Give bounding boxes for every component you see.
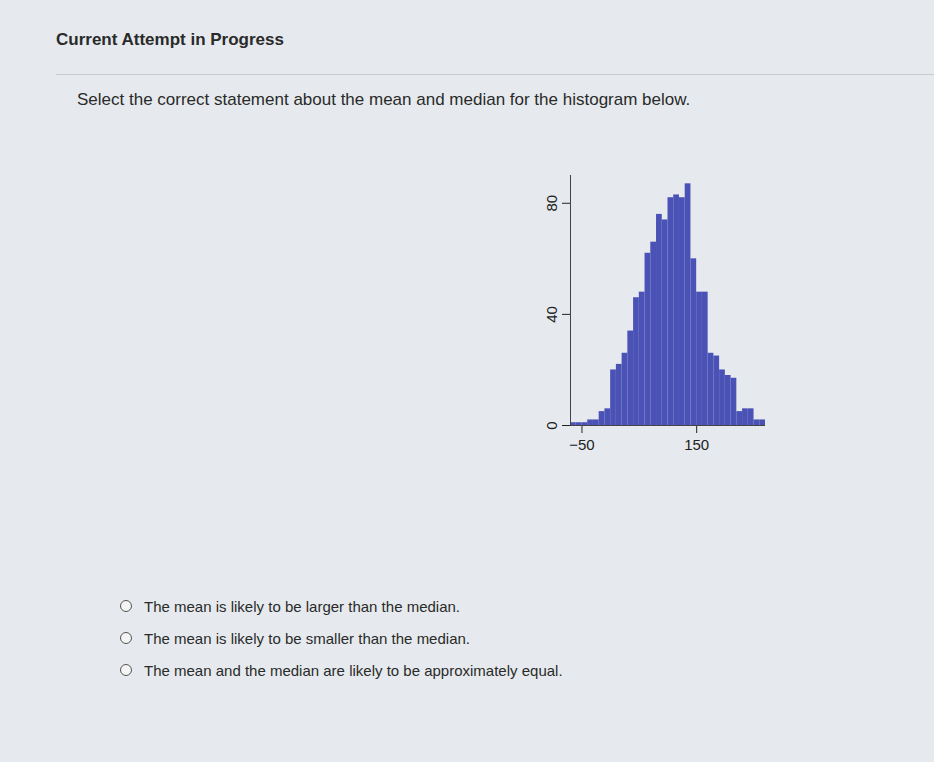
svg-text:0: 0 [543,421,560,429]
html-text:Current Attempt in Progress: Current Attempt in Progress [56,30,284,49]
svg-text:−50: −50 [569,436,594,453]
html-text:The mean and the median are li: The mean and the median are likely to be… [144,661,563,679]
html-text:The mean is likely to be large: The mean is likely to be larger than the… [144,597,460,615]
svg-text:40: 40 [543,306,560,323]
html-text:The mean is likely to be small: The mean is likely to be smaller than th… [144,629,470,647]
html-text:Select the correct statement a: Select the correct statement about the m… [77,90,691,109]
svg-text:150: 150 [684,436,709,453]
svg-text:80: 80 [543,195,560,212]
